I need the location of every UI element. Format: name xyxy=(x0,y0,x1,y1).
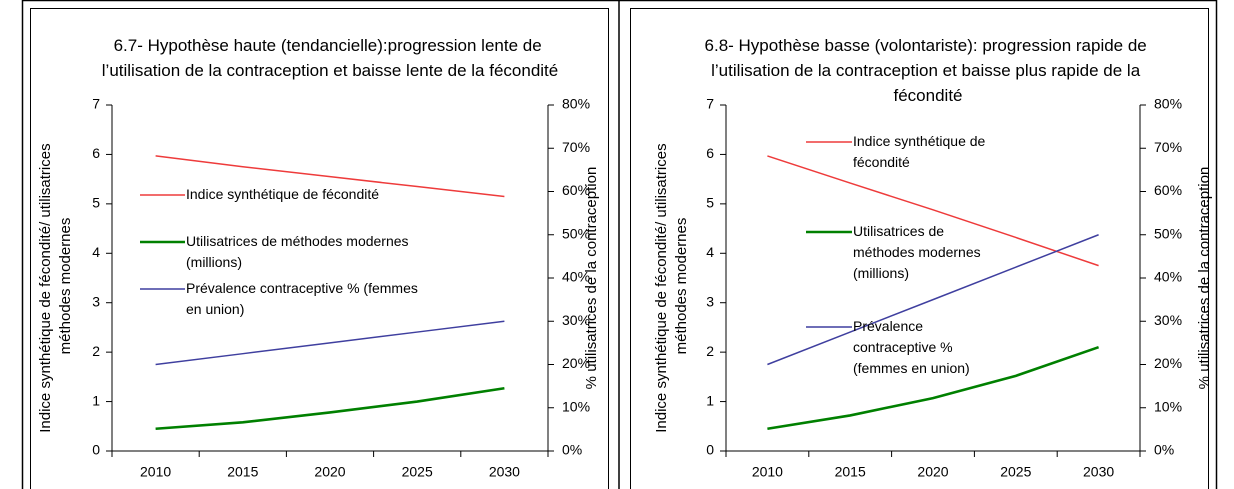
y-tick-label: 0 xyxy=(706,442,714,458)
x-tick-label: 2030 xyxy=(1083,464,1114,480)
series-line xyxy=(155,320,505,366)
series-line xyxy=(767,234,1099,366)
y2-tick-label: 20% xyxy=(562,355,590,371)
y-tick-label: 4 xyxy=(92,244,100,260)
legend-label: Utilisatrices de méthodes modernes (mill… xyxy=(853,223,985,281)
legend-label: Prévalence contraceptive % (femmes en un… xyxy=(186,280,422,317)
legend-label: Indice synthétique de fécondité xyxy=(853,133,989,170)
y2-tick-label: 10% xyxy=(562,398,590,414)
y2-tick-label: 80% xyxy=(562,96,590,112)
y-tick-label: 4 xyxy=(706,244,714,260)
y-tick-label: 5 xyxy=(706,195,714,211)
chart-title: 6.7- Hypothèse haute (tendancielle):prog… xyxy=(102,36,558,80)
y-tick-label: 2 xyxy=(92,343,100,359)
y-tick-label: 7 xyxy=(92,96,100,112)
y2-tick-label: 50% xyxy=(1154,225,1182,241)
series-line xyxy=(767,155,1099,267)
x-tick-label: 2010 xyxy=(752,464,783,480)
y2-tick-label: 0% xyxy=(1154,442,1174,458)
y2-axis-label: % utilisatrices de la contraception xyxy=(583,167,600,390)
x-tick-label: 2030 xyxy=(489,464,520,480)
y2-tick-label: 30% xyxy=(562,312,590,328)
y-tick-label: 1 xyxy=(92,392,100,408)
x-tick-label: 2010 xyxy=(140,464,171,480)
y2-tick-label: 70% xyxy=(1154,139,1182,155)
y2-tick-label: 30% xyxy=(1154,312,1182,328)
y2-tick-label: 50% xyxy=(562,225,590,241)
series-line xyxy=(155,386,505,431)
chart-frame xyxy=(630,8,1209,489)
y2-tick-label: 0% xyxy=(562,442,582,458)
y2-axis-label: % utilisatrices de la contraception xyxy=(1196,167,1213,390)
y2-tick-label: 80% xyxy=(1154,96,1182,112)
x-tick-label: 2015 xyxy=(835,464,866,480)
y2-tick-label: 10% xyxy=(1154,398,1182,414)
y-tick-label: 2 xyxy=(706,343,714,359)
legend-label: Indice synthétique de fécondité xyxy=(186,186,379,202)
x-tick-label: 2020 xyxy=(314,464,345,480)
y2-tick-label: 20% xyxy=(1154,355,1182,371)
chart-title: 6.8- Hypothèse basse (volontariste): pro… xyxy=(705,36,1152,105)
y2-tick-label: 60% xyxy=(1154,182,1182,198)
axis-labels: Indice synthétique de fécondité/ utilisa… xyxy=(37,139,600,433)
y2-tick-label: 40% xyxy=(1154,269,1182,285)
x-tick-label: 2025 xyxy=(402,464,433,480)
y-tick-label: 1 xyxy=(706,392,714,408)
x-tick-label: 2020 xyxy=(917,464,948,480)
y-axis-label: Indice synthétique de fécondité/ utilisa… xyxy=(653,139,690,433)
y2-tick-label: 40% xyxy=(562,269,590,285)
x-tick-label: 2015 xyxy=(227,464,258,480)
y-tick-label: 0 xyxy=(92,442,100,458)
legend-label: Prévalence contraceptive % (femmes en un… xyxy=(853,318,970,376)
y-tick-label: 3 xyxy=(92,293,100,309)
series-line xyxy=(155,155,505,198)
legend-label: Utilisatrices de méthodes modernes (mill… xyxy=(186,233,412,270)
x-tick-label: 2025 xyxy=(1000,464,1031,480)
y-tick-label: 6 xyxy=(92,145,100,161)
y2-tick-label: 60% xyxy=(562,182,590,198)
y2-tick-label: 70% xyxy=(562,139,590,155)
y-tick-label: 6 xyxy=(706,145,714,161)
series-line xyxy=(767,345,1100,431)
axis-labels: Indice synthétique de fécondité/ utilisa… xyxy=(653,139,1213,433)
y-axis-label: Indice synthétique de fécondité/ utilisa… xyxy=(37,139,74,433)
chart-frame xyxy=(30,8,609,489)
y-tick-label: 7 xyxy=(706,96,714,112)
y-tick-label: 3 xyxy=(706,293,714,309)
y-tick-label: 5 xyxy=(92,195,100,211)
